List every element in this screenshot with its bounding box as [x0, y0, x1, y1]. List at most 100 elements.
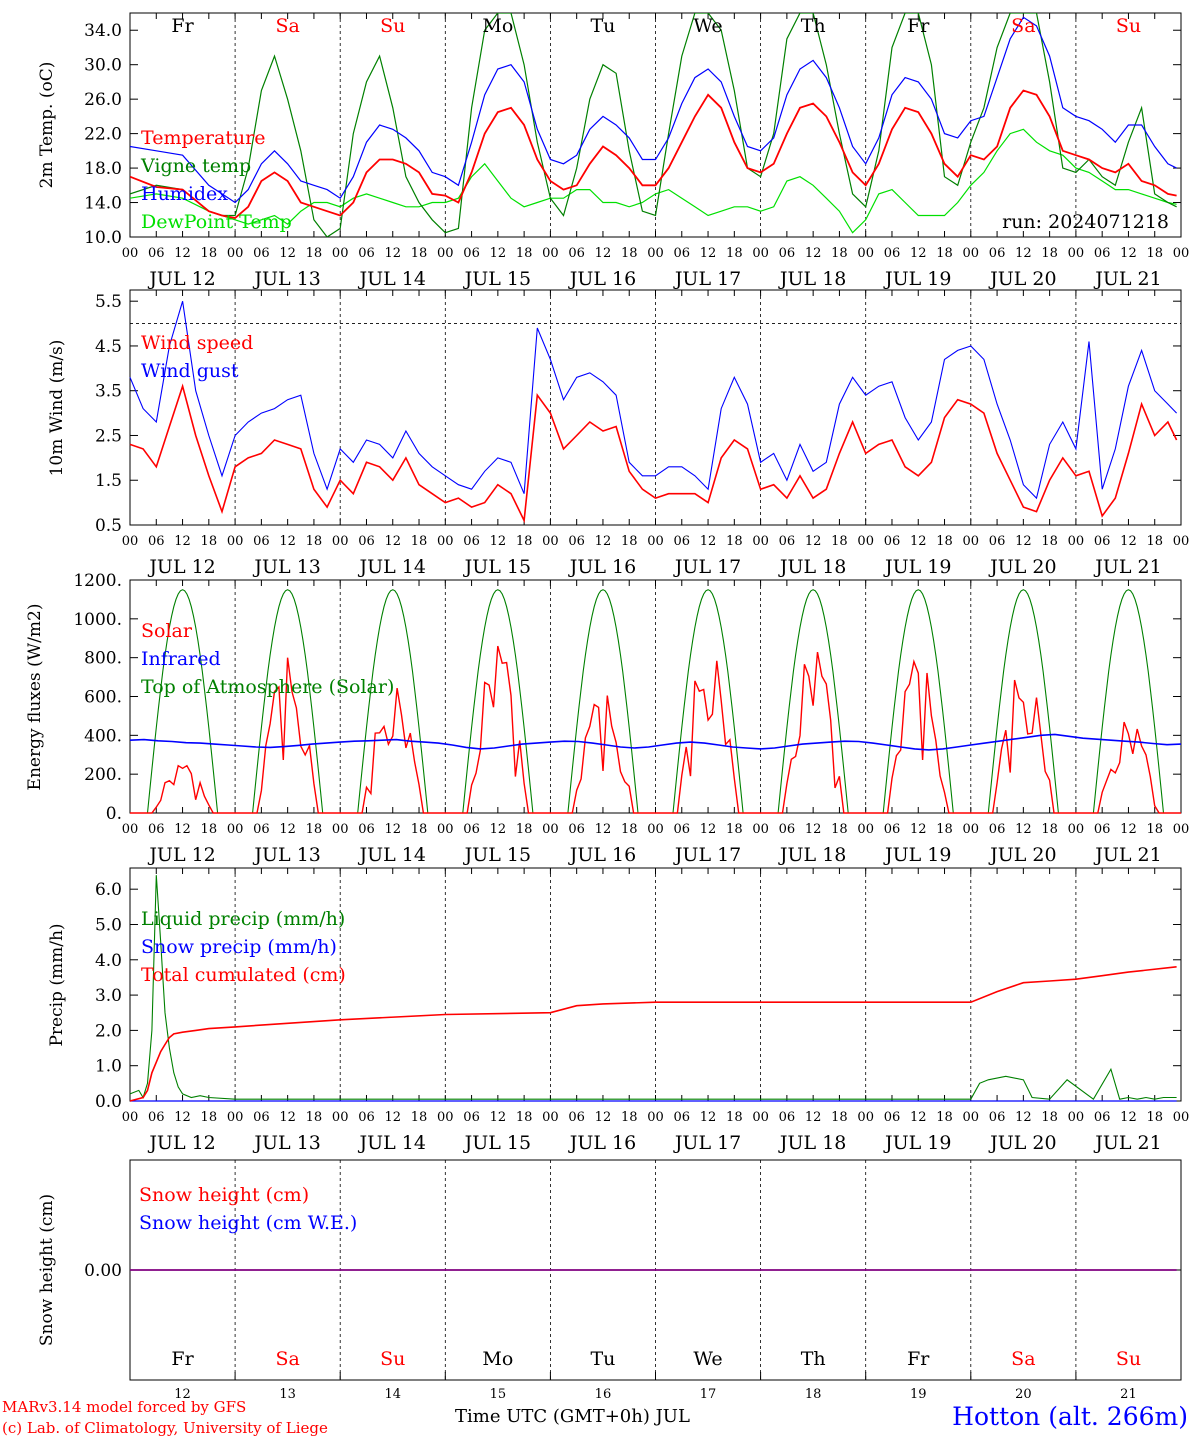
hour-tick-label: 00: [542, 246, 559, 261]
hour-tick-label: 00: [857, 534, 874, 549]
weekday-label: Sa: [275, 15, 299, 37]
series-temperature: [130, 89, 1177, 219]
legend-vigne-temp: Vigne temp: [140, 155, 251, 177]
hour-tick-label: 00: [963, 822, 980, 837]
hour-tick-label: 00: [647, 534, 664, 549]
date-label: JUL 20: [988, 844, 1056, 866]
hour-tick-label: 06: [779, 534, 796, 549]
date-label: JUL 20: [988, 1132, 1056, 1154]
hour-tick-label: 00: [227, 1110, 244, 1125]
weekday-label: Fr: [907, 15, 930, 37]
y-tick-label: 200.: [84, 765, 122, 785]
hour-tick-label: 18: [516, 534, 533, 549]
hour-tick-label: 18: [516, 1110, 533, 1125]
hour-tick-label: 12: [910, 1110, 927, 1125]
weekday-label: Fr: [171, 1348, 194, 1370]
hour-tick-label: 12: [1015, 1110, 1032, 1125]
y-tick-label: 0.0: [95, 1092, 122, 1112]
y-tick-label: 0.00: [84, 1261, 122, 1281]
hour-tick-label: 06: [674, 534, 691, 549]
hour-tick-label: 00: [857, 246, 874, 261]
hour-tick-label: 06: [884, 246, 901, 261]
hour-tick-label: 12: [174, 534, 191, 549]
hour-tick-label: 18: [726, 822, 743, 837]
hour-tick-label: 06: [884, 1110, 901, 1125]
hour-tick-label: 00: [122, 822, 139, 837]
weekday-label: Sa: [275, 1348, 299, 1370]
date-label: JUL 13: [252, 556, 320, 578]
hour-tick-label: 06: [989, 822, 1006, 837]
hour-tick-label: 00: [647, 1110, 664, 1125]
hour-tick-label: 06: [148, 534, 165, 549]
weekday-label: We: [693, 1348, 722, 1370]
date-label: JUL 16: [568, 844, 636, 866]
legend-dewpoint-temp: DewPoint Temp: [141, 211, 292, 233]
y-tick-label: 4.0: [95, 951, 122, 971]
hour-tick-label: 12: [279, 822, 296, 837]
weekday-label: Fr: [907, 1348, 930, 1370]
hour-tick-label: 18: [621, 822, 638, 837]
weekday-label: Fr: [171, 15, 194, 37]
y-tick-label: 0.: [106, 804, 122, 824]
weekday-label: Su: [380, 15, 405, 37]
hour-tick-label: 00: [437, 822, 454, 837]
date-label: JUL 17: [673, 556, 741, 578]
hour-tick-label: 00: [752, 534, 769, 549]
hour-tick-label: 06: [253, 822, 270, 837]
station-name: Hotton (alt. 266m): [952, 1402, 1188, 1431]
credit-line-1: MARv3.14 model forced by GFS: [2, 1398, 247, 1416]
legend-snow-height-cm-: Snow height (cm): [139, 1184, 309, 1206]
hour-tick-label: 00: [752, 246, 769, 261]
hour-tick-label: 18: [726, 246, 743, 261]
hour-tick-label: 00: [647, 246, 664, 261]
hour-tick-label: 18: [306, 246, 323, 261]
hour-tick-label: 00: [857, 1110, 874, 1125]
y-tick-label: 6.0: [95, 880, 122, 900]
hour-tick-label: 12: [384, 246, 401, 261]
hour-tick-label: 00: [122, 1110, 139, 1125]
date-label: JUL 18: [778, 268, 846, 290]
hour-tick-label: 18: [1146, 534, 1163, 549]
hour-tick-label: 06: [779, 822, 796, 837]
hour-tick-label: 06: [989, 246, 1006, 261]
series-humidex: [130, 16, 1177, 204]
date-label: JUL 21: [1093, 556, 1161, 578]
hour-tick-label: 06: [358, 1110, 375, 1125]
y-tick-label: 1.0: [95, 1057, 122, 1077]
hour-tick-label: 12: [1120, 534, 1137, 549]
day-number-label: 12: [174, 1387, 191, 1402]
date-label: JUL 21: [1093, 268, 1161, 290]
date-label: JUL 18: [778, 556, 846, 578]
date-label: JUL 14: [358, 268, 426, 290]
series-total-cumulated: [129, 966, 1177, 1102]
hour-tick-label: 06: [989, 534, 1006, 549]
date-label: JUL 19: [883, 268, 951, 290]
hour-tick-label: 00: [227, 534, 244, 549]
hour-tick-label: 12: [384, 1110, 401, 1125]
y-axis-label: 10m Wind (m/s): [47, 340, 67, 477]
weekday-label: Th: [801, 15, 826, 37]
hour-tick-label: 18: [621, 534, 638, 549]
hour-tick-label: 18: [936, 246, 953, 261]
hour-tick-label: 18: [831, 534, 848, 549]
hour-tick-label: 18: [516, 246, 533, 261]
date-label: JUL 12: [147, 844, 215, 866]
hour-tick-label: 18: [201, 246, 218, 261]
hour-tick-label: 00: [963, 534, 980, 549]
hour-tick-label: 06: [884, 822, 901, 837]
y-tick-label: 4.5: [95, 337, 122, 357]
date-label: JUL 15: [463, 844, 531, 866]
x-axis-title: Time UTC (GMT+0h) JUL: [455, 1406, 690, 1427]
legend-humidex: Humidex: [141, 183, 228, 205]
y-axis-label: 2m Temp. (oC): [37, 62, 57, 189]
day-number-label: 16: [595, 1387, 612, 1402]
hour-tick-label: 00: [332, 534, 349, 549]
legend-temperature: Temperature: [141, 127, 265, 149]
hour-tick-label: 12: [805, 1110, 822, 1125]
y-tick-label: 18.0: [84, 159, 122, 179]
y-tick-label: 30.0: [84, 56, 122, 76]
date-label: JUL 14: [358, 1132, 426, 1154]
hour-tick-label: 00: [122, 246, 139, 261]
hour-tick-label: 00: [857, 822, 874, 837]
